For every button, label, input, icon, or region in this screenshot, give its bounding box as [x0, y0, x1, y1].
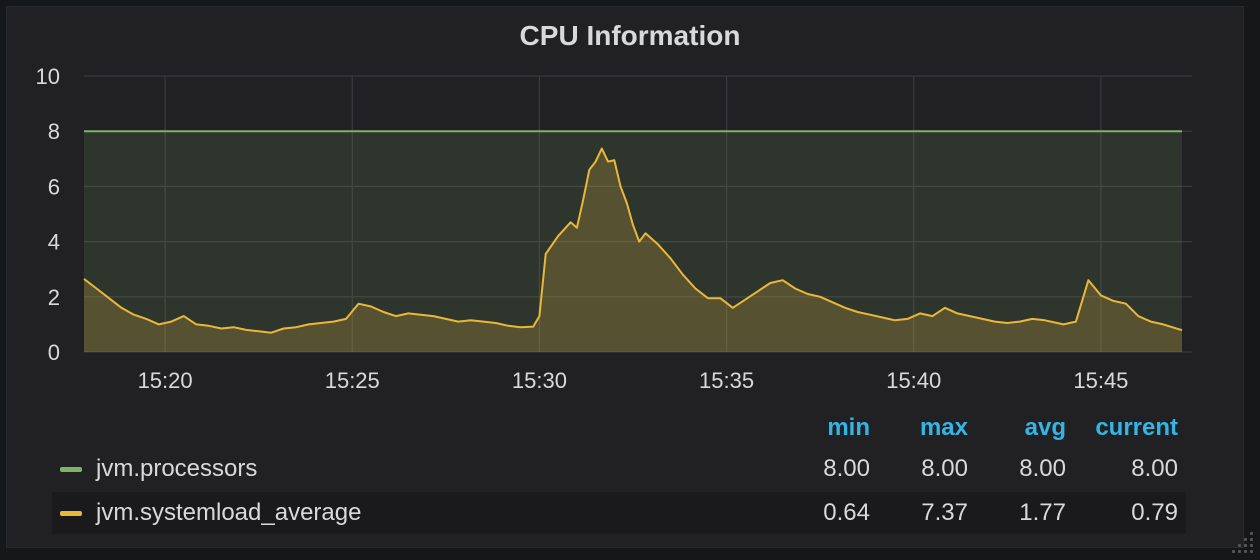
x-tick-label: 15:40: [886, 368, 941, 393]
value-min: 8.00: [823, 455, 870, 482]
y-tick-label: 0: [48, 340, 60, 365]
value-max: 8.00: [921, 455, 968, 482]
value-max: 7.37: [921, 499, 968, 526]
series-name[interactable]: jvm.processors: [96, 455, 258, 482]
y-tick-label: 2: [48, 285, 60, 310]
page-title: CPU Information: [519, 20, 741, 51]
x-tick-label: 15:25: [325, 368, 380, 393]
x-tick-label: 15:35: [699, 368, 754, 393]
series-line-jvm.systemload_average: [83, 147, 1183, 334]
x-tick-label: 15:45: [1073, 368, 1128, 393]
series-area-jvm.systemload_average: [84, 148, 1182, 352]
series-color-swatch[interactable]: [60, 511, 82, 516]
y-tick-label: 8: [48, 119, 60, 144]
value-min: 0.64: [823, 499, 870, 526]
cpu-chart: 0 2 4 6 8 10 15:20 15:25 15:30 15:35 15:40 15:45: [36, 64, 1192, 393]
series-color-swatch[interactable]: [60, 467, 82, 472]
y-tick-label: 6: [48, 174, 60, 199]
legend-row-processors[interactable]: jvm.processors 8.00 8.00 8.00 8.00: [52, 448, 1186, 490]
graph-panel: [6, 6, 1244, 548]
legend-row-systemload[interactable]: jvm.systemload_average 0.64 7.37 1.77 0.…: [52, 492, 1186, 534]
series-area-jvm.processors: [84, 131, 1182, 352]
x-tick-label: 15:30: [512, 368, 567, 393]
x-tick-label: 15:20: [138, 368, 193, 393]
legend-header-current[interactable]: current: [1095, 414, 1178, 441]
value-current: 0.79: [1131, 499, 1178, 526]
y-tick-label: 4: [48, 230, 60, 255]
value-avg: 8.00: [1019, 455, 1066, 482]
value-current: 8.00: [1131, 455, 1178, 482]
y-tick-label: 10: [36, 64, 60, 89]
series-name[interactable]: jvm.systemload_average: [96, 499, 362, 526]
legend-header-avg[interactable]: avg: [1024, 414, 1066, 441]
value-avg: 1.77: [1019, 499, 1066, 526]
legend-header-min[interactable]: min: [827, 414, 870, 441]
legend-header-max[interactable]: max: [919, 414, 968, 441]
resize-handle-icon[interactable]: [1230, 530, 1256, 556]
